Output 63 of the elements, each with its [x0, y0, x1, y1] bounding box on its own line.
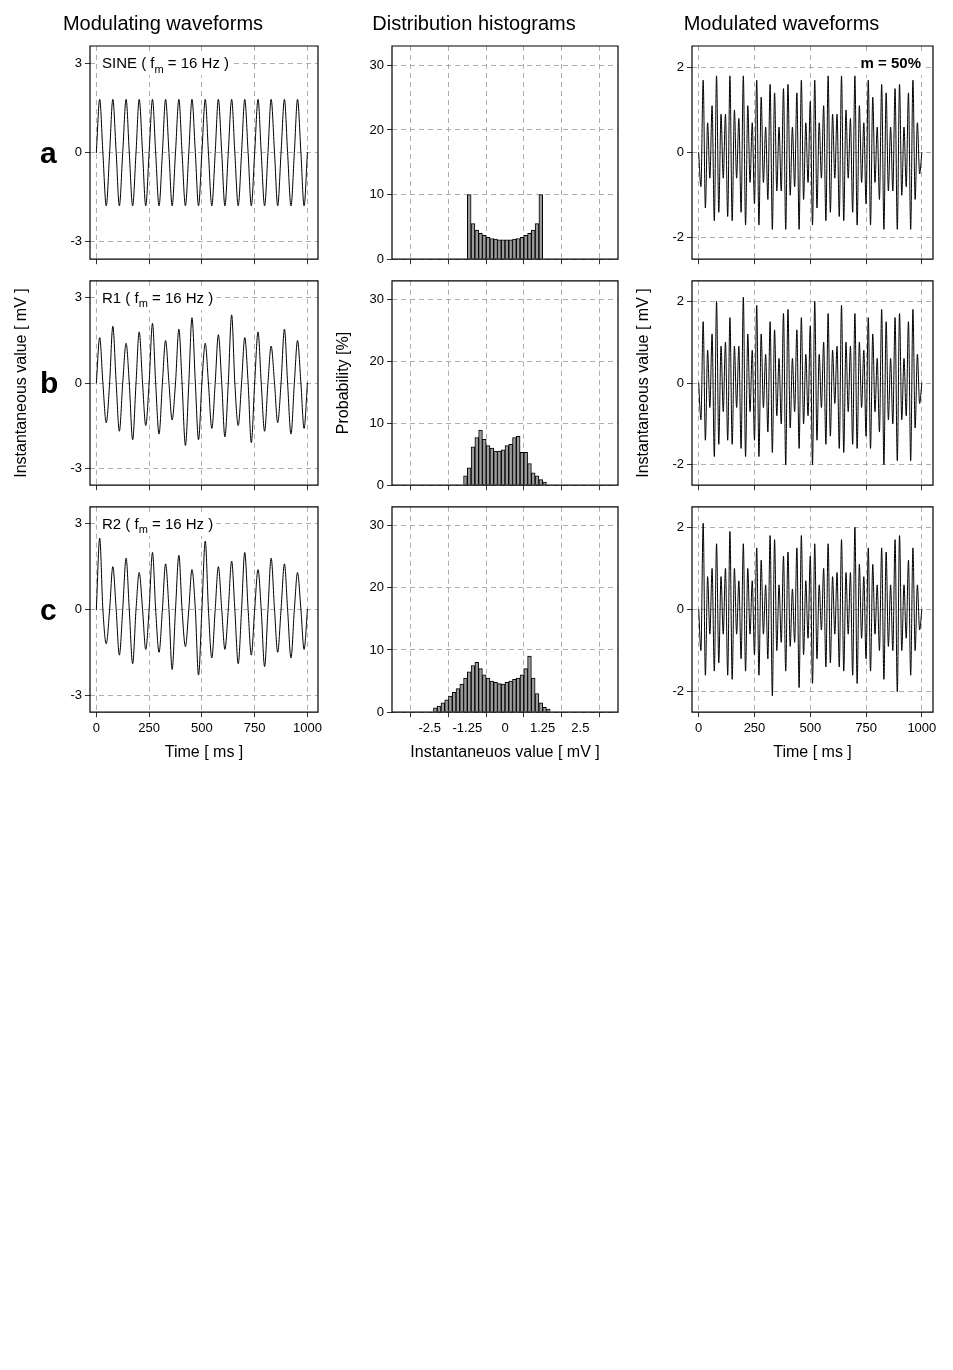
y-tick-label: 3 — [74, 55, 82, 71]
text: a — [40, 135, 57, 169]
y-tick-label: 20 — [369, 121, 384, 137]
annotation: m = 50% — [860, 54, 922, 71]
y-axis-title: Probability [%] — [334, 331, 352, 435]
x-tick-label: 750 — [243, 719, 266, 735]
y-tick-label: 10 — [369, 186, 384, 202]
x-axis-title: Time [ ms ] — [164, 742, 244, 760]
x-tick-label: 2.5 — [571, 719, 590, 735]
chart-title: Distribution histograms — [372, 11, 576, 34]
y-tick-label: 30 — [369, 290, 384, 306]
y-tick-label: 0 — [376, 250, 384, 266]
y-tick-label: 20 — [369, 579, 384, 595]
y-tick-label: 10 — [369, 641, 384, 657]
chart-title: Modulated waveforms — [683, 11, 880, 34]
line-series — [698, 296, 923, 466]
y-tick-label: 3 — [74, 289, 82, 305]
y-tick-label: 10 — [369, 414, 384, 430]
y-tick-label: 0 — [676, 144, 684, 160]
y-tick-label: 2 — [676, 58, 684, 74]
y-tick-label: 3 — [74, 515, 82, 531]
y-tick-label: 30 — [369, 56, 384, 72]
y-tick-label: 0 — [74, 374, 82, 390]
y-tick-label: -3 — [70, 459, 82, 475]
x-tick-label: -1.25 — [452, 719, 483, 735]
y-tick-label: 0 — [74, 144, 82, 160]
y-axis-title: Instantaneous value [ mV ] — [12, 288, 30, 478]
x-tick-label: 1.25 — [530, 719, 556, 735]
y-tick-label: 0 — [376, 476, 384, 492]
x-tick-label: 1000 — [907, 719, 937, 735]
x-axis-title: Time [ ms ] — [773, 742, 852, 760]
x-tick-label: 500 — [799, 719, 822, 735]
y-tick-label: -2 — [672, 229, 684, 245]
y-tick-label: 20 — [369, 352, 384, 368]
x-axis-title: Instantaneuos value [ mV ] — [410, 742, 600, 760]
y-tick-label: -3 — [70, 686, 82, 702]
x-tick-label: 0 — [501, 719, 509, 735]
x-tick-label: 1000 — [292, 719, 322, 735]
line-series — [95, 537, 308, 676]
x-tick-label: -2.5 — [418, 719, 441, 735]
x-tick-label: 250 — [138, 719, 160, 735]
y-tick-label: 2 — [676, 518, 684, 534]
text: c — [40, 592, 57, 626]
y-tick-label: 30 — [369, 517, 384, 533]
y-tick-label: 0 — [376, 703, 384, 719]
x-tick-label: 500 — [191, 719, 213, 735]
y-tick-label: -2 — [672, 683, 684, 699]
x-tick-label: 0 — [695, 719, 703, 735]
text: b — [40, 366, 59, 399]
x-tick-label: 250 — [743, 719, 766, 735]
line-series — [95, 314, 308, 446]
y-tick-label: 2 — [676, 292, 684, 308]
y-axis-title: Instantaneous value [ mV ] — [634, 288, 652, 478]
y-tick-label: 0 — [676, 374, 684, 390]
chart-title: Modulating waveforms — [62, 11, 264, 34]
x-tick-label: 0 — [92, 719, 100, 735]
line-series — [698, 75, 923, 230]
y-tick-label: -2 — [672, 456, 684, 472]
y-tick-label: -3 — [70, 233, 82, 249]
line-series — [698, 522, 923, 697]
y-tick-label: 0 — [676, 601, 684, 617]
x-tick-label: 750 — [855, 719, 877, 735]
y-tick-label: 0 — [74, 601, 82, 617]
